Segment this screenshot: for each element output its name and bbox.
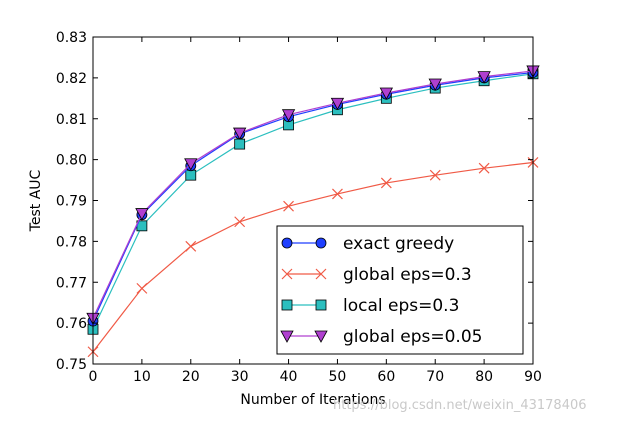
series-global-eps-0-3 bbox=[87, 157, 539, 358]
x-tick-label: 50 bbox=[329, 369, 347, 385]
legend-marker bbox=[281, 237, 293, 249]
y-tick-label: 0.76 bbox=[56, 316, 87, 332]
y-tick-label: 0.75 bbox=[56, 357, 87, 373]
legend-marker bbox=[280, 330, 294, 343]
data-point bbox=[429, 169, 441, 181]
series-line bbox=[92, 161, 534, 353]
y-axis-label: Test AUC bbox=[28, 169, 44, 232]
x-tick-label: 10 bbox=[133, 369, 151, 385]
legend-label: global eps=0.05 bbox=[343, 327, 482, 347]
data-point bbox=[184, 158, 198, 171]
data-point bbox=[379, 87, 394, 100]
legend-marker bbox=[315, 268, 327, 280]
data-point bbox=[332, 188, 343, 200]
x-tick-label: 40 bbox=[280, 369, 298, 385]
x-tick-label: 90 bbox=[524, 369, 542, 385]
data-point bbox=[428, 78, 442, 91]
watermark: https://blog.csdn.net/weixin_43178406 bbox=[333, 398, 587, 413]
x-tick-label: 20 bbox=[182, 369, 200, 385]
legend-marker bbox=[281, 268, 293, 280]
legend-entry: global eps=0.05 bbox=[280, 327, 482, 347]
data-point bbox=[234, 216, 246, 228]
y-tick-label: 0.79 bbox=[56, 194, 87, 210]
legend-entry: global eps=0.3 bbox=[281, 265, 472, 285]
data-point bbox=[185, 240, 197, 252]
y-tick-label: 0.81 bbox=[56, 112, 87, 128]
data-point bbox=[185, 169, 197, 181]
legend: exact greedy global eps=0.3 local eps=0.3 g… bbox=[276, 225, 524, 355]
legend-entry: exact greedy bbox=[281, 234, 454, 254]
legend-marker bbox=[315, 237, 327, 249]
legend-label: local eps=0.3 bbox=[343, 296, 459, 316]
legend-marker bbox=[314, 330, 328, 343]
data-point bbox=[281, 109, 296, 122]
y-tick-label: 0.77 bbox=[56, 275, 87, 291]
legend-label: exact greedy bbox=[343, 234, 454, 254]
data-point bbox=[478, 162, 490, 174]
data-point bbox=[135, 208, 149, 221]
data-point bbox=[234, 138, 246, 150]
y-tick-label: 0.78 bbox=[56, 234, 87, 250]
axis-ticks: 0 10 20 30 40 50 60 70 80 90 0.75 0.76 0.77 0.78 0.79 0… bbox=[56, 30, 542, 385]
legend-label: global eps=0.3 bbox=[343, 265, 472, 285]
legend-entry: local eps=0.3 bbox=[281, 296, 459, 316]
data-point bbox=[477, 71, 491, 84]
data-point bbox=[380, 177, 392, 189]
data-point bbox=[136, 282, 148, 294]
chart-marks bbox=[86, 65, 540, 358]
x-tick-label: 80 bbox=[475, 369, 493, 385]
series-line bbox=[92, 73, 534, 330]
legend-marker bbox=[281, 299, 293, 311]
x-tick-label: 60 bbox=[377, 369, 395, 385]
x-axis-label: Number of Iterations bbox=[240, 392, 385, 408]
y-tick-label: 0.83 bbox=[56, 30, 87, 46]
data-point bbox=[232, 127, 247, 140]
y-tick-label: 0.82 bbox=[56, 71, 87, 87]
data-point bbox=[330, 97, 345, 111]
series-line bbox=[92, 70, 534, 319]
series-line bbox=[92, 71, 534, 322]
x-tick-label: 30 bbox=[231, 369, 249, 385]
x-tick-label: 70 bbox=[426, 369, 444, 385]
y-tick-label: 0.80 bbox=[56, 153, 87, 169]
data-point bbox=[283, 200, 294, 212]
legend-marker bbox=[315, 299, 327, 311]
x-tick-label: 0 bbox=[89, 369, 98, 385]
